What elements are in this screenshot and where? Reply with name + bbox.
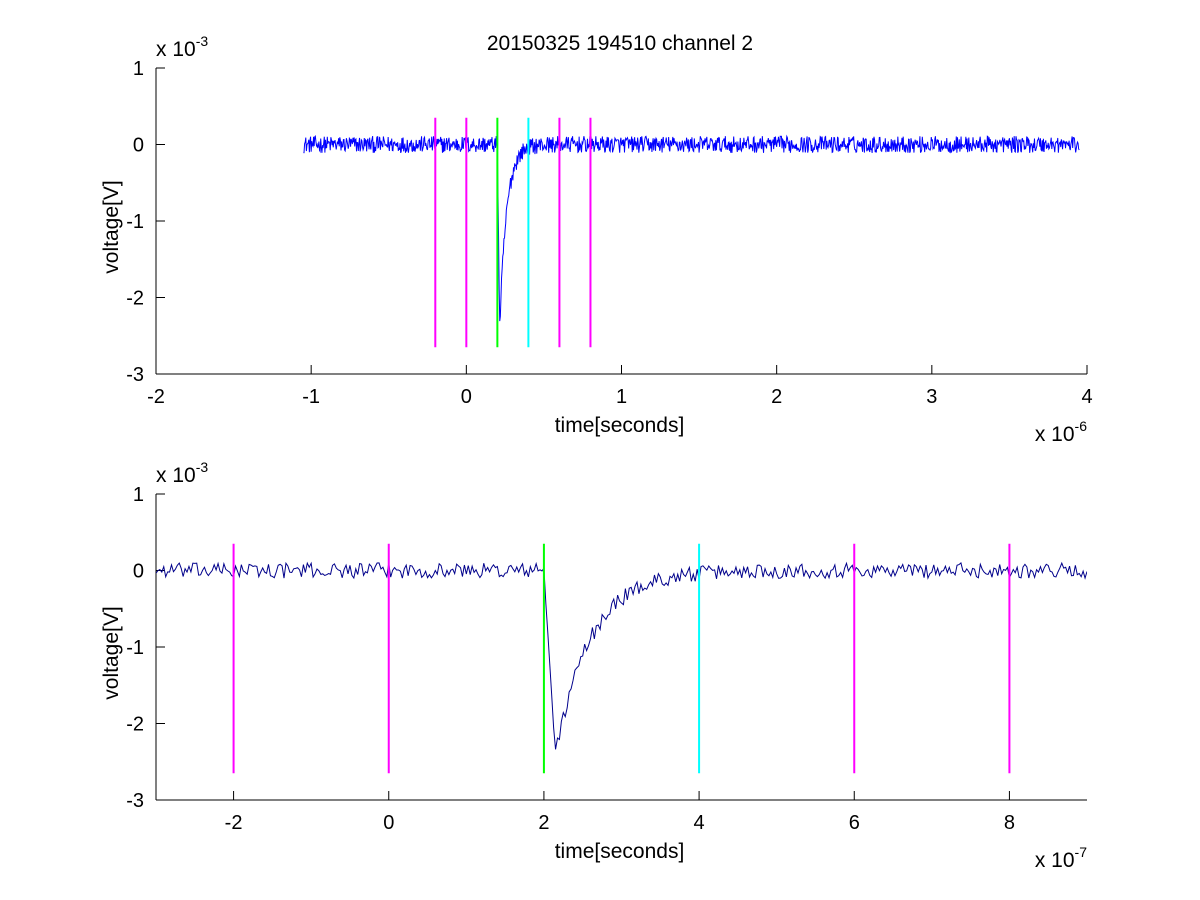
y-tick-label: -2 xyxy=(126,714,144,736)
y-tick-label: -1 xyxy=(126,637,144,659)
figure-title: 20150325 194510 channel 2 xyxy=(487,32,753,55)
y-axis-label: voltage[V] xyxy=(100,180,123,273)
y-tick-label: -1 xyxy=(126,211,144,233)
signal-trace xyxy=(156,561,1087,750)
x-axis-label: time[seconds] xyxy=(555,840,685,863)
x-exponent-label: x 10-6 xyxy=(1035,418,1087,446)
x-tick-label: 2 xyxy=(538,812,549,834)
x-tick-label: 0 xyxy=(461,386,472,408)
y-tick-label: 0 xyxy=(133,135,144,157)
y-tick-label: 1 xyxy=(133,58,144,80)
x-tick-label: 1 xyxy=(616,386,627,408)
y-axis-label: voltage[V] xyxy=(100,606,123,699)
x-tick-label: 6 xyxy=(849,812,860,834)
signal-trace xyxy=(303,134,1080,322)
y-tick-label: -2 xyxy=(126,288,144,310)
y-tick-label: 0 xyxy=(133,561,144,583)
y-exponent-label: x 10-3 xyxy=(156,459,208,487)
x-tick-label: 0 xyxy=(383,812,394,834)
bottom-plot: -2 0 2 4 6 8 -3 -2 -1 0 1 time[seconds] voltage[V] x … xyxy=(100,459,1087,872)
x-tick-label: -1 xyxy=(302,386,320,408)
x-tick-label: -2 xyxy=(225,812,243,834)
x-tick-label: 2 xyxy=(771,386,782,408)
x-tick-label: 8 xyxy=(1004,812,1015,834)
y-tick-label: 1 xyxy=(133,484,144,506)
x-tick-label: 4 xyxy=(694,812,705,834)
x-axis-label: time[seconds] xyxy=(555,414,685,437)
y-tick-label: -3 xyxy=(126,364,144,386)
x-tick-label: 4 xyxy=(1081,386,1092,408)
y-exponent-label: x 10-3 xyxy=(156,33,208,61)
top-plot: -2 -1 0 1 2 3 4-3-2-101time[seconds]voltage[V]… xyxy=(100,33,1093,446)
y-tick-label: -3 xyxy=(126,790,144,812)
x-tick-label: -2 xyxy=(147,386,165,408)
x-exponent-label: x 10-7 xyxy=(1035,844,1087,872)
x-tick-label: 3 xyxy=(926,386,937,408)
